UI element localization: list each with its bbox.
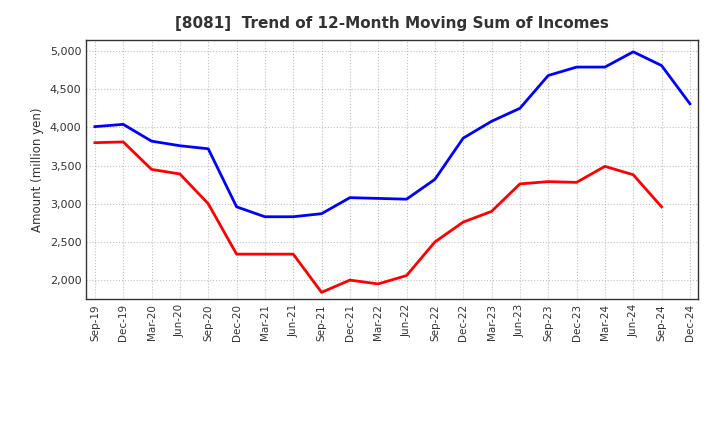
Ordinary Income (402, 197, 411, 202)
Ordinary Income (629, 49, 637, 55)
Net Income (516, 181, 524, 187)
Net Income (289, 252, 297, 257)
Ordinary Income (233, 204, 241, 209)
Net Income (318, 290, 326, 295)
Ordinary Income (148, 139, 156, 144)
Ordinary Income (119, 122, 127, 127)
Net Income (233, 252, 241, 257)
Net Income (176, 171, 184, 176)
Ordinary Income (600, 64, 609, 70)
Line: Net Income: Net Income (95, 142, 662, 292)
Title: [8081]  Trend of 12-Month Moving Sum of Incomes: [8081] Trend of 12-Month Moving Sum of I… (176, 16, 609, 32)
Ordinary Income (91, 124, 99, 129)
Net Income (487, 209, 496, 214)
Ordinary Income (261, 214, 269, 220)
Ordinary Income (657, 63, 666, 68)
Net Income (572, 180, 581, 185)
Ordinary Income (431, 177, 439, 182)
Ordinary Income (572, 64, 581, 70)
Net Income (374, 281, 382, 286)
Net Income (204, 201, 212, 206)
Ordinary Income (289, 214, 297, 220)
Net Income (261, 252, 269, 257)
Net Income (657, 204, 666, 209)
Net Income (600, 164, 609, 169)
Ordinary Income (516, 106, 524, 111)
Ordinary Income (544, 73, 552, 78)
Net Income (459, 220, 467, 225)
Y-axis label: Amount (million yen): Amount (million yen) (32, 107, 45, 231)
Ordinary Income (318, 211, 326, 216)
Net Income (346, 278, 354, 283)
Net Income (148, 167, 156, 172)
Ordinary Income (459, 136, 467, 141)
Ordinary Income (487, 119, 496, 124)
Net Income (544, 179, 552, 184)
Ordinary Income (685, 101, 694, 106)
Ordinary Income (204, 146, 212, 151)
Ordinary Income (374, 196, 382, 201)
Net Income (431, 239, 439, 245)
Ordinary Income (176, 143, 184, 148)
Line: Ordinary Income: Ordinary Income (95, 52, 690, 217)
Net Income (402, 273, 411, 278)
Net Income (91, 140, 99, 145)
Net Income (629, 172, 637, 177)
Net Income (119, 139, 127, 145)
Ordinary Income (346, 195, 354, 200)
